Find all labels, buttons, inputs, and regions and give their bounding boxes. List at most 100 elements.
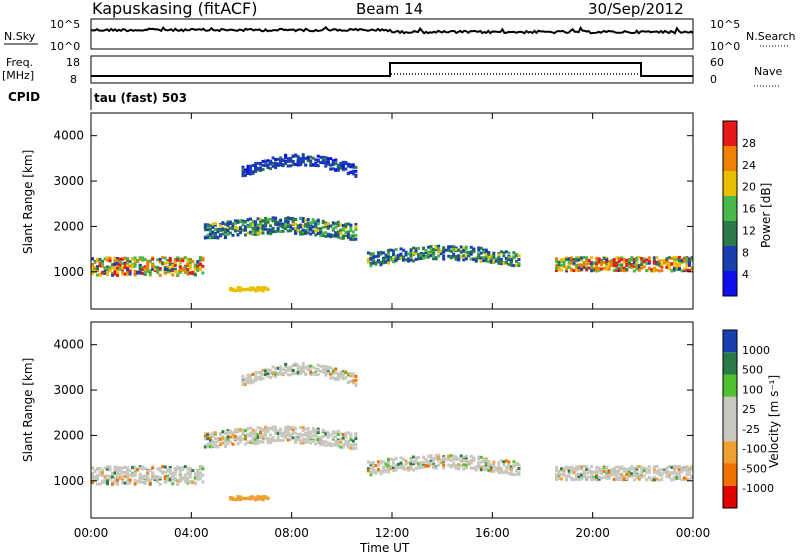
velocity-cell [379, 469, 383, 473]
velocity-cell [166, 479, 170, 483]
velocity-cell [274, 370, 278, 374]
power-cell [590, 266, 594, 270]
power-cell [595, 269, 599, 273]
velocity-cell [241, 497, 245, 501]
power-cell [281, 222, 285, 226]
velocity-cell [677, 471, 681, 475]
power-cell [116, 269, 120, 273]
velocity-cell [339, 372, 343, 376]
power-cell [91, 272, 94, 276]
power-cell [286, 157, 290, 161]
velocity-cell [630, 472, 634, 476]
power-cell [464, 257, 468, 261]
velocity-cell [264, 496, 268, 500]
power-cell [319, 234, 323, 238]
velocity-cell [567, 469, 571, 473]
velocity-cell [376, 463, 380, 467]
velocity-cell [286, 366, 290, 370]
velocity-cell [191, 469, 195, 473]
power-cell [389, 255, 393, 259]
velocity-cell [366, 467, 370, 471]
power-cell [279, 219, 283, 223]
power-cell [462, 258, 466, 262]
velocity-cell [274, 425, 278, 429]
velocity-cell [91, 477, 94, 481]
power-cell [381, 261, 385, 265]
power-cell [301, 155, 305, 159]
power-cell [590, 262, 594, 266]
power-cell [304, 230, 308, 234]
velocity-cell [294, 435, 298, 439]
power-cell [625, 258, 629, 262]
velocity-cell [442, 463, 446, 467]
power-cell [121, 257, 125, 261]
velocity-cell [627, 470, 631, 474]
velocity-cell [299, 425, 303, 429]
power-cell [657, 269, 661, 273]
velocity-cell [91, 466, 94, 470]
power-cell [106, 270, 110, 274]
power-cell [635, 256, 639, 260]
velocity-cell [256, 437, 260, 441]
power-cell [637, 268, 641, 272]
power-cell [482, 259, 486, 263]
velocity-cell [625, 471, 629, 475]
power-cell [417, 253, 421, 257]
velocity-cell [351, 446, 355, 450]
velocity-cell [228, 429, 232, 433]
power-cell [183, 266, 187, 270]
power-cell [251, 226, 255, 230]
power-cell [660, 269, 664, 273]
velocity-cell [186, 479, 190, 483]
power-cell [507, 262, 511, 266]
power-cell [344, 230, 348, 234]
power-cell [228, 222, 232, 226]
velocity-cell [484, 462, 488, 466]
velocity-cell [417, 465, 421, 469]
power-cell [605, 260, 609, 264]
velocity-cell [482, 459, 486, 463]
velocity-cell [296, 367, 300, 371]
velocity-cell [271, 365, 275, 369]
power-cell [419, 256, 423, 260]
power-cell [660, 265, 664, 269]
power-cell [251, 287, 255, 291]
velocity-cell [404, 459, 408, 463]
power-cell [246, 225, 250, 229]
velocity-cell [321, 442, 325, 446]
power-cell [677, 259, 681, 263]
velocity-cell [211, 431, 215, 435]
velocity-cell [399, 456, 403, 460]
power-cell [236, 288, 240, 292]
power-cell [687, 263, 691, 267]
velocity-cell [590, 465, 594, 469]
power-cell [271, 156, 275, 160]
x-tick-label: 16:00 [475, 526, 510, 540]
velocity-cell [93, 470, 97, 474]
velocity-cell [236, 442, 240, 446]
velocity-cell [191, 481, 195, 485]
power-cell [432, 251, 436, 255]
velocity-cell [223, 440, 227, 444]
power-cell [299, 223, 303, 227]
power-cell [223, 222, 227, 226]
velocity-cell [178, 478, 182, 482]
power-cell [402, 258, 406, 262]
velocity-cell [602, 469, 606, 473]
power-cell [321, 155, 325, 159]
y-tick-label: 3000 [53, 383, 84, 397]
colorbar-swatch [723, 196, 737, 221]
velocity-cell [469, 461, 473, 465]
velocity-cell [635, 476, 639, 480]
velocity-cell [126, 482, 130, 486]
velocity-cell [489, 468, 493, 472]
power-cell [121, 270, 125, 274]
velocity-cell [113, 478, 117, 482]
power-cell [336, 168, 340, 172]
power-cell [178, 269, 182, 273]
power-cell [349, 234, 353, 238]
power-cell [615, 264, 619, 268]
power-cell [667, 264, 671, 268]
velocity-cell [442, 456, 446, 460]
power-cell [168, 262, 172, 266]
